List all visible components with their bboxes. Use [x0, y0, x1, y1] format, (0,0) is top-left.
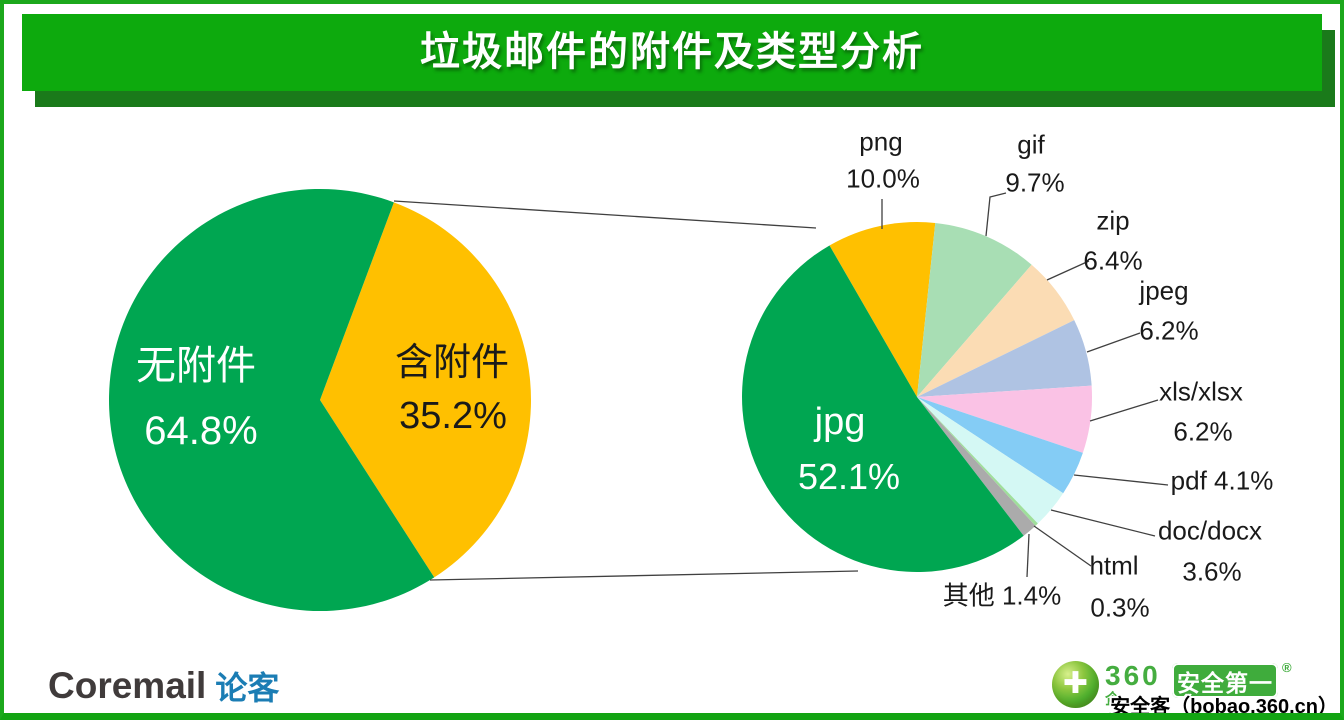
- slice-with-attachment: [320, 202, 532, 578]
- watermark-text: 安全客（bobao.360.cn）: [1110, 696, 1338, 718]
- leader-other: [1026, 533, 1030, 578]
- leader-zip: [1046, 260, 1090, 281]
- slice-other: [917, 397, 1036, 536]
- registered-trademark-icon: ®: [1282, 660, 1292, 675]
- leader-xls-xlsx: [1089, 399, 1159, 422]
- connector-top: [393, 200, 817, 229]
- slice-jpg: [742, 245, 1024, 573]
- slice-jpeg: [917, 320, 1092, 397]
- coremail-cn-wordmark: 论客: [215, 670, 280, 706]
- 360-number: 360: [1105, 660, 1161, 691]
- leader-jpeg: [1086, 332, 1141, 353]
- leader-doc-docx: [1050, 509, 1156, 537]
- leader-gif: [985, 192, 1007, 237]
- safety-first-badge: 安全第一: [1172, 663, 1278, 698]
- slice-no-attachment: [109, 189, 435, 612]
- slice-doc-docx: [917, 397, 1064, 524]
- slice-xls-xlsx: [917, 385, 1092, 453]
- slice-png: [829, 222, 936, 397]
- leader-pdf: [1073, 474, 1169, 486]
- slice-pdf: [917, 397, 1083, 494]
- page-title: 垃圾邮件的附件及类型分析: [420, 30, 924, 74]
- coremail-logo: Coremail 论客: [48, 663, 279, 709]
- slice-zip: [917, 264, 1075, 397]
- plus-cross-icon: ✚: [1062, 667, 1089, 700]
- connector-bottom: [429, 570, 859, 581]
- safety-first-text: 安全第一: [1177, 669, 1273, 696]
- slice-html: [917, 397, 1038, 526]
- leader-html: [1033, 525, 1092, 567]
- title-banner: 垃圾邮件的附件及类型分析: [22, 14, 1322, 91]
- 360-sphere-icon: ✚: [1052, 661, 1099, 708]
- slice-gif: [917, 222, 1032, 397]
- coremail-wordmark: Coremail: [48, 665, 207, 706]
